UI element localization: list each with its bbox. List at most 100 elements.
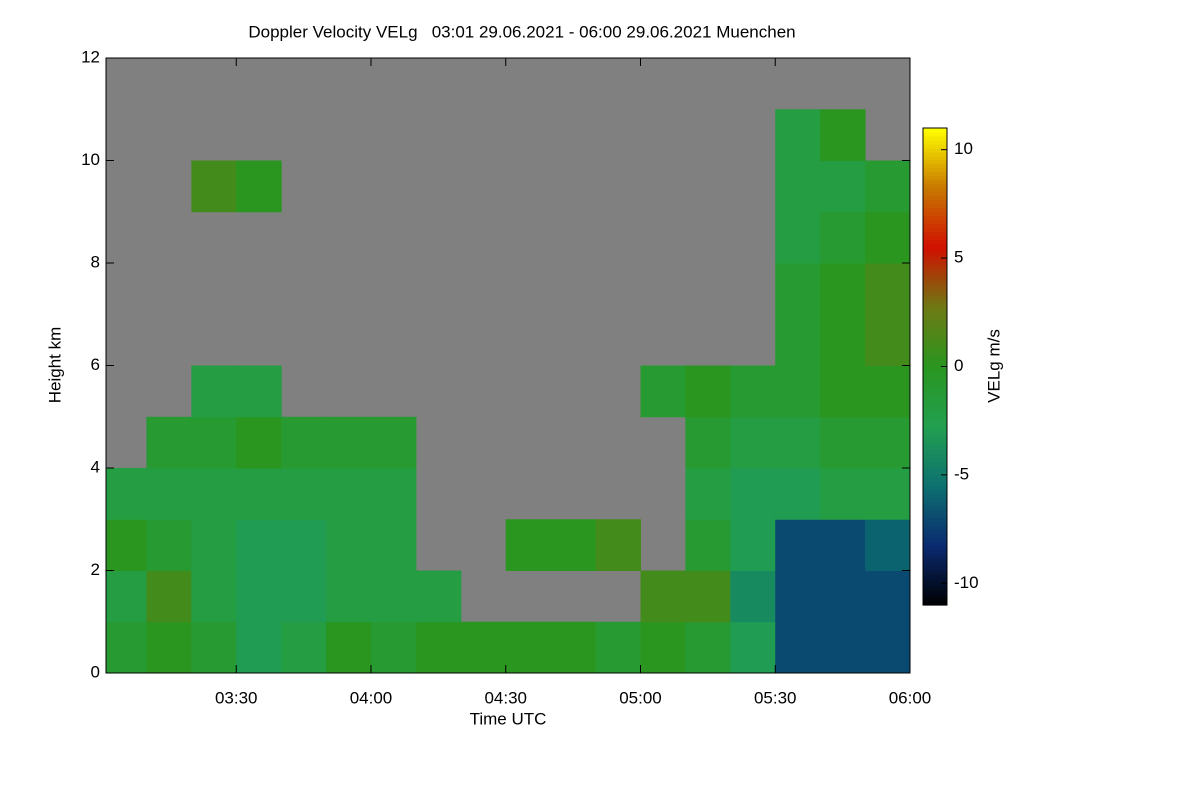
heatmap-cell: [505, 519, 552, 571]
colorbar-segment: [923, 410, 947, 415]
heatmap-cell: [775, 314, 821, 366]
colorbar-segment: [923, 239, 947, 244]
heatmap-cell: [865, 365, 911, 418]
colorbar-segment: [923, 394, 947, 399]
colorbar-segment: [923, 601, 947, 606]
colorbar-segment: [923, 290, 947, 296]
colorbar-segment: [923, 179, 947, 185]
colorbar-segment: [923, 318, 947, 324]
colorbar-segment: [923, 294, 947, 300]
heatmap-cell: [236, 160, 282, 213]
heatmap-cell: [865, 416, 911, 469]
heatmap-cell: [640, 365, 686, 418]
heatmap-cell: [191, 519, 237, 571]
colorbar-segment: [923, 390, 947, 395]
colorbar-segment: [923, 565, 947, 570]
heatmap-cell: [820, 468, 866, 520]
colorbar-segment: [923, 585, 947, 590]
heatmap-cell: [820, 416, 866, 469]
heatmap-cell: [146, 621, 192, 674]
heatmap-cell: [281, 519, 327, 571]
heatmap-cell: [775, 160, 821, 213]
colorbar-segment: [923, 306, 947, 312]
heatmap-cell: [191, 160, 237, 213]
colorbar-segment: [923, 346, 947, 352]
colorbar-segment: [923, 597, 947, 602]
colorbar-segment: [923, 155, 947, 161]
heatmap-cell: [236, 468, 282, 520]
colorbar-segment: [923, 131, 947, 137]
colorbar-segment: [923, 485, 947, 491]
colorbar-segment: [923, 573, 947, 578]
colorbar-segment: [923, 334, 947, 340]
colorbar-tick-label: 5: [954, 248, 963, 267]
colorbar-segment: [923, 215, 947, 221]
heatmap-cell: [865, 263, 911, 315]
colorbar-segment: [923, 457, 947, 463]
heatmap-cell: [191, 365, 237, 418]
colorbar-segment: [923, 378, 947, 383]
colorbar-segment: [923, 422, 947, 427]
heatmap-cell: [820, 519, 866, 571]
heatmap-cell: [415, 570, 462, 623]
colorbar-segment: [923, 509, 947, 515]
colorbar-segment: [923, 219, 947, 224]
heatmap-cell: [236, 416, 282, 469]
colorbar-segment: [923, 128, 947, 133]
colorbar-segment: [923, 549, 947, 554]
colorbar-segment: [923, 287, 947, 292]
heatmap-cell: [106, 519, 147, 571]
colorbar-segment: [923, 374, 947, 380]
heatmap-cell: [865, 519, 911, 571]
heatmap-cell: [820, 314, 866, 366]
colorbar-segment: [923, 247, 947, 252]
colorbar-segment: [923, 449, 947, 455]
colorbar-segment: [923, 326, 947, 332]
heatmap-cell: [820, 109, 866, 161]
colorbar-segment: [923, 354, 947, 360]
y-tick-label: 2: [91, 560, 100, 579]
colorbar-segment: [923, 589, 947, 594]
colorbar-segment: [923, 525, 947, 531]
colorbar-segment: [923, 386, 947, 391]
colorbar-segment: [923, 557, 947, 562]
colorbar-segment: [923, 533, 947, 539]
colorbar-segment: [923, 497, 947, 503]
heatmap-cell: [685, 519, 731, 571]
colorbar-segment: [923, 279, 947, 284]
heatmap-cell: [775, 519, 821, 571]
heatmap-cell: [191, 468, 237, 520]
colorbar-segment: [923, 358, 947, 364]
heatmap-cell: [191, 416, 237, 469]
colorbar-segment: [923, 517, 947, 523]
colorbar-segment: [923, 418, 947, 423]
colorbar-segment: [923, 442, 947, 447]
colorbar-tick-label: 10: [954, 139, 973, 158]
colorbar-tick-label: -10: [954, 573, 979, 592]
colorbar-segment: [923, 283, 947, 288]
heatmap-cell: [730, 621, 776, 674]
heatmap-cell: [236, 365, 282, 418]
colorbar-segment: [923, 263, 947, 268]
colorbar-segment: [923, 473, 947, 479]
colorbar-segment: [923, 271, 947, 276]
heatmap-cell: [595, 621, 642, 674]
heatmap-cell: [326, 621, 372, 674]
colorbar-segment: [923, 350, 947, 356]
heatmap-cell: [820, 621, 866, 674]
colorbar-segment: [923, 330, 947, 336]
colorbar-segment: [923, 398, 947, 403]
heatmap-cell: [191, 570, 237, 623]
colorbar-segment: [923, 529, 947, 535]
colorbar-segment: [923, 151, 947, 157]
heatmap-cell: [685, 416, 731, 469]
heatmap-cell: [775, 468, 821, 520]
colorbar-segment: [923, 469, 947, 475]
colorbar-segment: [923, 223, 947, 228]
heatmap-cell: [730, 365, 776, 418]
colorbar-segment: [923, 426, 947, 431]
colorbar-label: VELg m/s: [984, 329, 1003, 403]
colorbar-segment: [923, 175, 947, 181]
heatmap-cell: [236, 519, 282, 571]
heatmap-cell: [640, 621, 686, 674]
